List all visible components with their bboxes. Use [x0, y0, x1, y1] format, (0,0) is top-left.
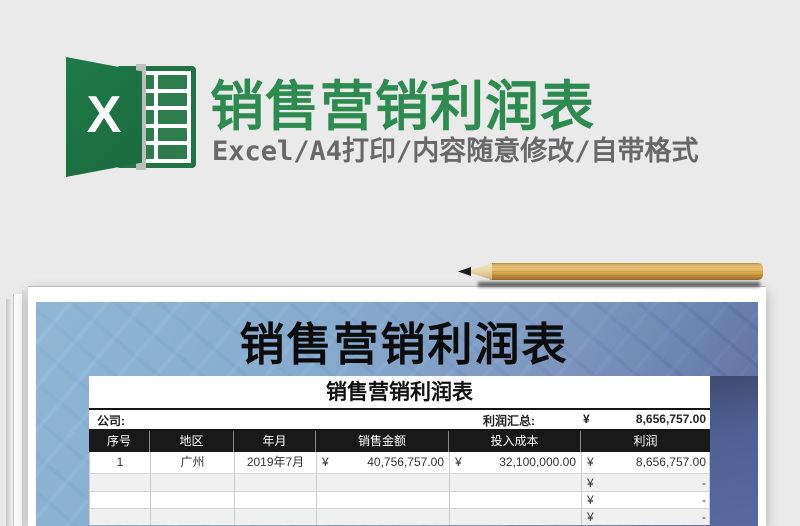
pencil-graphite-tip	[458, 267, 471, 276]
currency-symbol: ¥	[587, 455, 594, 469]
table-row: ¥ -	[89, 508, 710, 525]
col-header-profit: 利润	[633, 434, 658, 448]
cell-cost: ¥32,100,000.00	[450, 452, 582, 473]
col-header-no: 序号	[89, 431, 150, 452]
cell-region	[151, 509, 235, 525]
cell-region	[151, 492, 235, 508]
cell-profit: ¥ -	[582, 474, 711, 491]
amount: -	[702, 510, 706, 524]
company-label: 公司:	[97, 414, 125, 428]
excel-x-letter: X	[86, 86, 122, 144]
banner-title: 销售营销利润表	[210, 77, 595, 137]
cell-cost	[450, 492, 582, 508]
cell-no	[90, 492, 151, 508]
banner-subtitle: Excel/A4打印/内容随意修改/自带格式	[212, 136, 699, 167]
cell-cost	[450, 509, 582, 525]
cell-no	[90, 509, 151, 525]
col-header-sales: 销售金额	[316, 431, 449, 452]
cell-sales	[317, 509, 450, 525]
excel-icon: X	[66, 57, 142, 177]
divider	[89, 408, 710, 410]
cell-sales: ¥40,756,757.00	[317, 452, 450, 473]
table-row: ¥ -	[89, 473, 710, 491]
excel-logo-grid-cell	[158, 145, 187, 159]
preview-blue-background: 销售营销利润表 销售营销利润表 公司: 利润汇总: ¥ 8,656,757.00…	[36, 302, 758, 526]
paper-stack-edge	[6, 299, 13, 526]
template-preview: 销售营销利润表 销售营销利润表 公司: 利润汇总: ¥ 8,656,757.00…	[6, 287, 766, 526]
paper-stack-edge	[22, 290, 28, 526]
table-row: ¥ -	[89, 491, 710, 508]
col-header-cost: 投入成本	[449, 431, 581, 452]
divider	[89, 429, 710, 431]
col-header-month: 年月	[234, 431, 316, 452]
currency-symbol: ¥	[322, 455, 329, 469]
amount: -	[702, 476, 706, 490]
cell-profit: ¥ -	[582, 509, 711, 525]
currency-symbol: ¥	[455, 455, 462, 469]
cell-sales	[317, 474, 450, 491]
profit-summary-value: 8,656,757.00	[635, 412, 706, 426]
blue-dark-corner	[710, 376, 758, 526]
profit-summary-label: 利润汇总:	[483, 414, 535, 428]
cell-region	[151, 474, 235, 491]
amount: 8,656,757.00	[635, 455, 706, 469]
currency-symbol: ¥	[587, 476, 594, 490]
excel-logo-grid-cell	[158, 92, 187, 107]
paper-stack-edge	[13, 294, 22, 526]
cell-region: 广州	[151, 452, 235, 473]
pencil-shadow	[478, 282, 760, 287]
amount: 32,100,000.00	[499, 455, 576, 469]
cell-no: 1	[90, 452, 151, 473]
cell-cost	[450, 474, 582, 491]
cell-sales	[317, 492, 450, 508]
table-header-row: 序号 地区 年月 销售金额 投入成本 利润	[89, 431, 710, 452]
cell-profit: ¥ -	[582, 492, 711, 508]
cell-month	[235, 492, 317, 508]
currency-symbol: ¥	[587, 510, 594, 524]
currency-symbol: ¥	[587, 493, 594, 507]
excel-logo-grid-cell	[158, 127, 187, 142]
amount: 40,756,757.00	[367, 455, 444, 469]
excel-logo-grid-cell	[158, 110, 187, 124]
cell-month	[235, 474, 317, 491]
cell-month: 2019年7月	[235, 452, 317, 473]
excel-logo-grid-cell	[158, 75, 187, 89]
pencil-icon	[490, 263, 763, 280]
cell-profit: ¥8,656,757.00	[582, 452, 711, 473]
cell-month	[235, 509, 317, 525]
amount: -	[702, 493, 706, 507]
table-info-row: 公司: 利润汇总: ¥ 8,656,757.00	[89, 410, 710, 429]
poster-title: 销售营销利润表	[239, 319, 569, 370]
cell-no	[90, 474, 151, 491]
table-title: 销售营销利润表	[89, 376, 710, 408]
col-header-region: 地区	[150, 431, 234, 452]
table-row: 1 广州 2019年7月 ¥40,756,757.00 ¥32,100,000.…	[89, 452, 710, 473]
profit-table: 销售营销利润表 公司: 利润汇总: ¥ 8,656,757.00 序号 地区 年…	[89, 376, 710, 525]
profit-summary-currency: ¥	[583, 412, 590, 426]
preview-paper: 销售营销利润表 销售营销利润表 公司: 利润汇总: ¥ 8,656,757.00…	[28, 287, 766, 526]
